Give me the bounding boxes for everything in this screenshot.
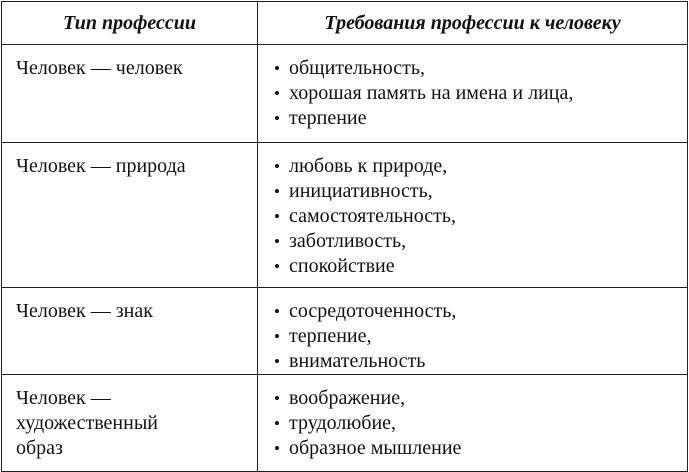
header-requirements: Требования профессии к человеку [257,1,688,45]
table-row: Человек — знак сосредоточенность, терпен… [1,287,688,375]
profession-type: Человек — знак [1,287,258,375]
list-item: воображение, [274,386,687,411]
list-item: терпение [274,106,687,131]
list-item: внимательность [274,349,687,374]
list-item: спокойствие [274,254,687,279]
list-item: общительность, [274,56,687,81]
list-item: трудолюбие, [274,411,687,436]
list-item: терпение, [274,324,687,349]
requirements-cell: любовь к природе, инициативность, самост… [257,142,688,288]
profession-type: Человек — природа [1,142,258,288]
list-item: сосредоточенность, [274,299,687,324]
requirements-cell: воображение, трудолюбие, образное мышлен… [257,374,688,472]
list-item: самостоятельность, [274,204,687,229]
profession-type: Человек — человек [1,44,258,143]
header-row: Тип профессии Требования профессии к чел… [1,1,688,45]
list-item: заботливость, [274,229,687,254]
list-item: инициативность, [274,179,687,204]
list-item: хорошая память на имена и лица, [274,81,687,106]
requirements-cell: сосредоточенность, терпение, внимательно… [257,287,688,375]
requirements-cell: общительность, хорошая память на имена и… [257,44,688,143]
table-row: Человек — природа любовь к природе, иниц… [1,142,688,288]
table-row: Человек — художественный образ воображен… [1,374,688,472]
table-row: Человек — человек общительность, хорошая… [1,44,688,143]
list-item: образное мышление [274,436,687,461]
list-item: любовь к природе, [274,154,687,179]
header-profession-type: Тип профессии [1,1,258,45]
profession-type: Человек — художественный образ [1,374,258,472]
